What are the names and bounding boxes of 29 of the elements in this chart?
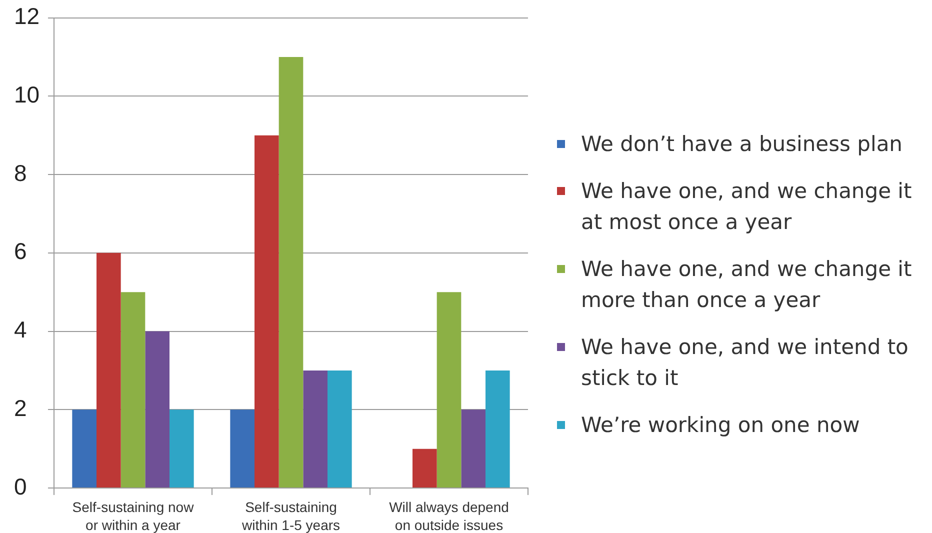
- bar: [230, 410, 254, 488]
- bar: [486, 370, 510, 488]
- y-tick-label: 10: [14, 82, 40, 108]
- y-tick-label: 2: [14, 394, 27, 421]
- y-tick-label: 6: [14, 238, 27, 264]
- bar: [145, 331, 170, 488]
- bar: [120, 292, 146, 488]
- x-tick-label: Will always depend on outside issues: [389, 498, 509, 533]
- legend-label: We have one, and we intend to stick to it: [581, 334, 910, 392]
- y-tick-label: 4: [14, 316, 27, 343]
- bar: [278, 56, 304, 488]
- bar: [254, 135, 279, 488]
- bar: [72, 410, 96, 488]
- bar: [412, 448, 437, 488]
- legend-label: We have one, and we change it at most once a year: [581, 178, 913, 236]
- bar: [96, 252, 121, 488]
- bar: [436, 292, 462, 488]
- bar: [303, 370, 328, 488]
- bar: [328, 370, 352, 488]
- y-tick-label: 12: [14, 3, 40, 30]
- bar: [461, 410, 486, 488]
- legend-label: We have one, and we change it more than once a year: [581, 256, 913, 314]
- x-tick-label: Self-sustaining now or within a year: [72, 498, 195, 533]
- legend-label: We’re working on one now: [581, 412, 861, 439]
- y-tick-label: 8: [14, 160, 27, 186]
- legend-label: We don’t have a business plan: [581, 131, 904, 158]
- x-tick-label: Self-sustaining within 1-5 years: [240, 498, 340, 533]
- bar: [170, 410, 194, 488]
- y-tick-label: 0: [14, 473, 27, 500]
